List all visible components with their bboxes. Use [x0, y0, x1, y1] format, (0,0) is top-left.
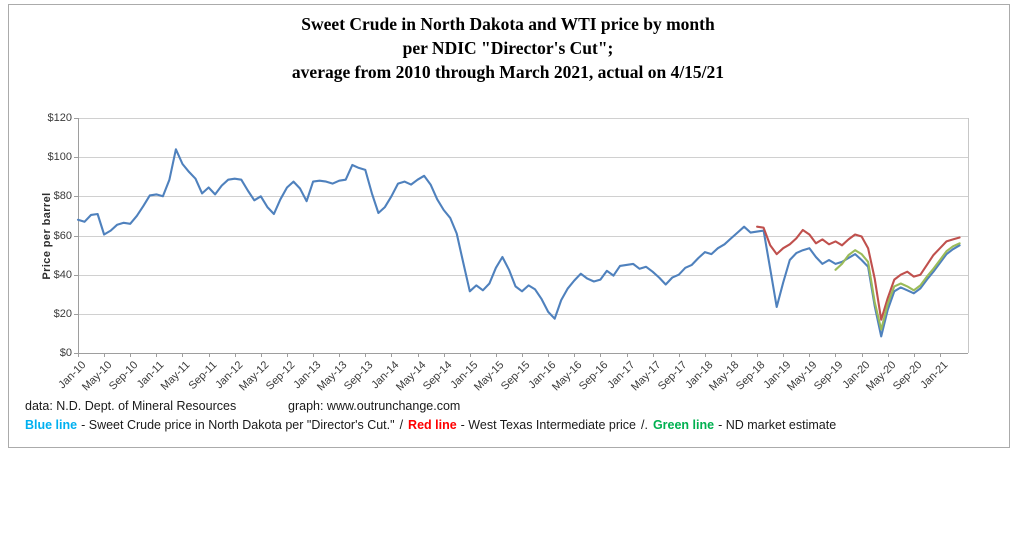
chart-title-line1: Sweet Crude in North Dakota and WTI pric…: [301, 14, 715, 34]
legend-blue-line-label: Blue line: [25, 418, 78, 432]
chart-title-line3: average from 2010 through March 2021, ac…: [291, 62, 725, 82]
series-line-sweet-crude-price-in-north-dakota-per-director-s-cut-: [76, 148, 961, 338]
legend-blue-line-desc: - Sweet Crude price in North Dakota per …: [81, 418, 395, 432]
y-tick-label: $40: [53, 268, 72, 281]
legend-red-line-desc: - West Texas Intermediate price: [460, 418, 636, 432]
y-tick-label: $80: [53, 189, 72, 202]
legend-red-line-label: Red line: [408, 418, 457, 432]
y-tick-label: $20: [53, 307, 72, 320]
legend-separator-1: /: [399, 418, 404, 432]
data-source-credit: data: N.D. Dept. of Mineral Resources: [25, 399, 237, 413]
chart-title-line2: per NDIC "Director's Cut";: [402, 38, 614, 58]
legend-green-line-label: Green line: [652, 418, 715, 432]
y-tick-label: $100: [47, 150, 72, 163]
chart-title: Sweet Crude in North Dakota and WTI pric…: [8, 12, 1008, 84]
y-tick-label: $0: [59, 346, 72, 359]
series-line-nd-market-estimate: [834, 242, 961, 331]
legend-separator-2: /.: [640, 418, 648, 432]
chart-frame-border: [8, 4, 1010, 448]
legend: Blue line - Sweet Crude price in North Da…: [25, 418, 836, 432]
legend-green-line-desc: - ND market estimate: [718, 418, 837, 432]
series-line-west-texas-intermediate-price: [756, 225, 961, 321]
graph-credit: graph: www.outrunchange.com: [288, 399, 461, 413]
y-tick-label: $120: [47, 111, 72, 124]
y-tick-label: $60: [53, 229, 72, 242]
